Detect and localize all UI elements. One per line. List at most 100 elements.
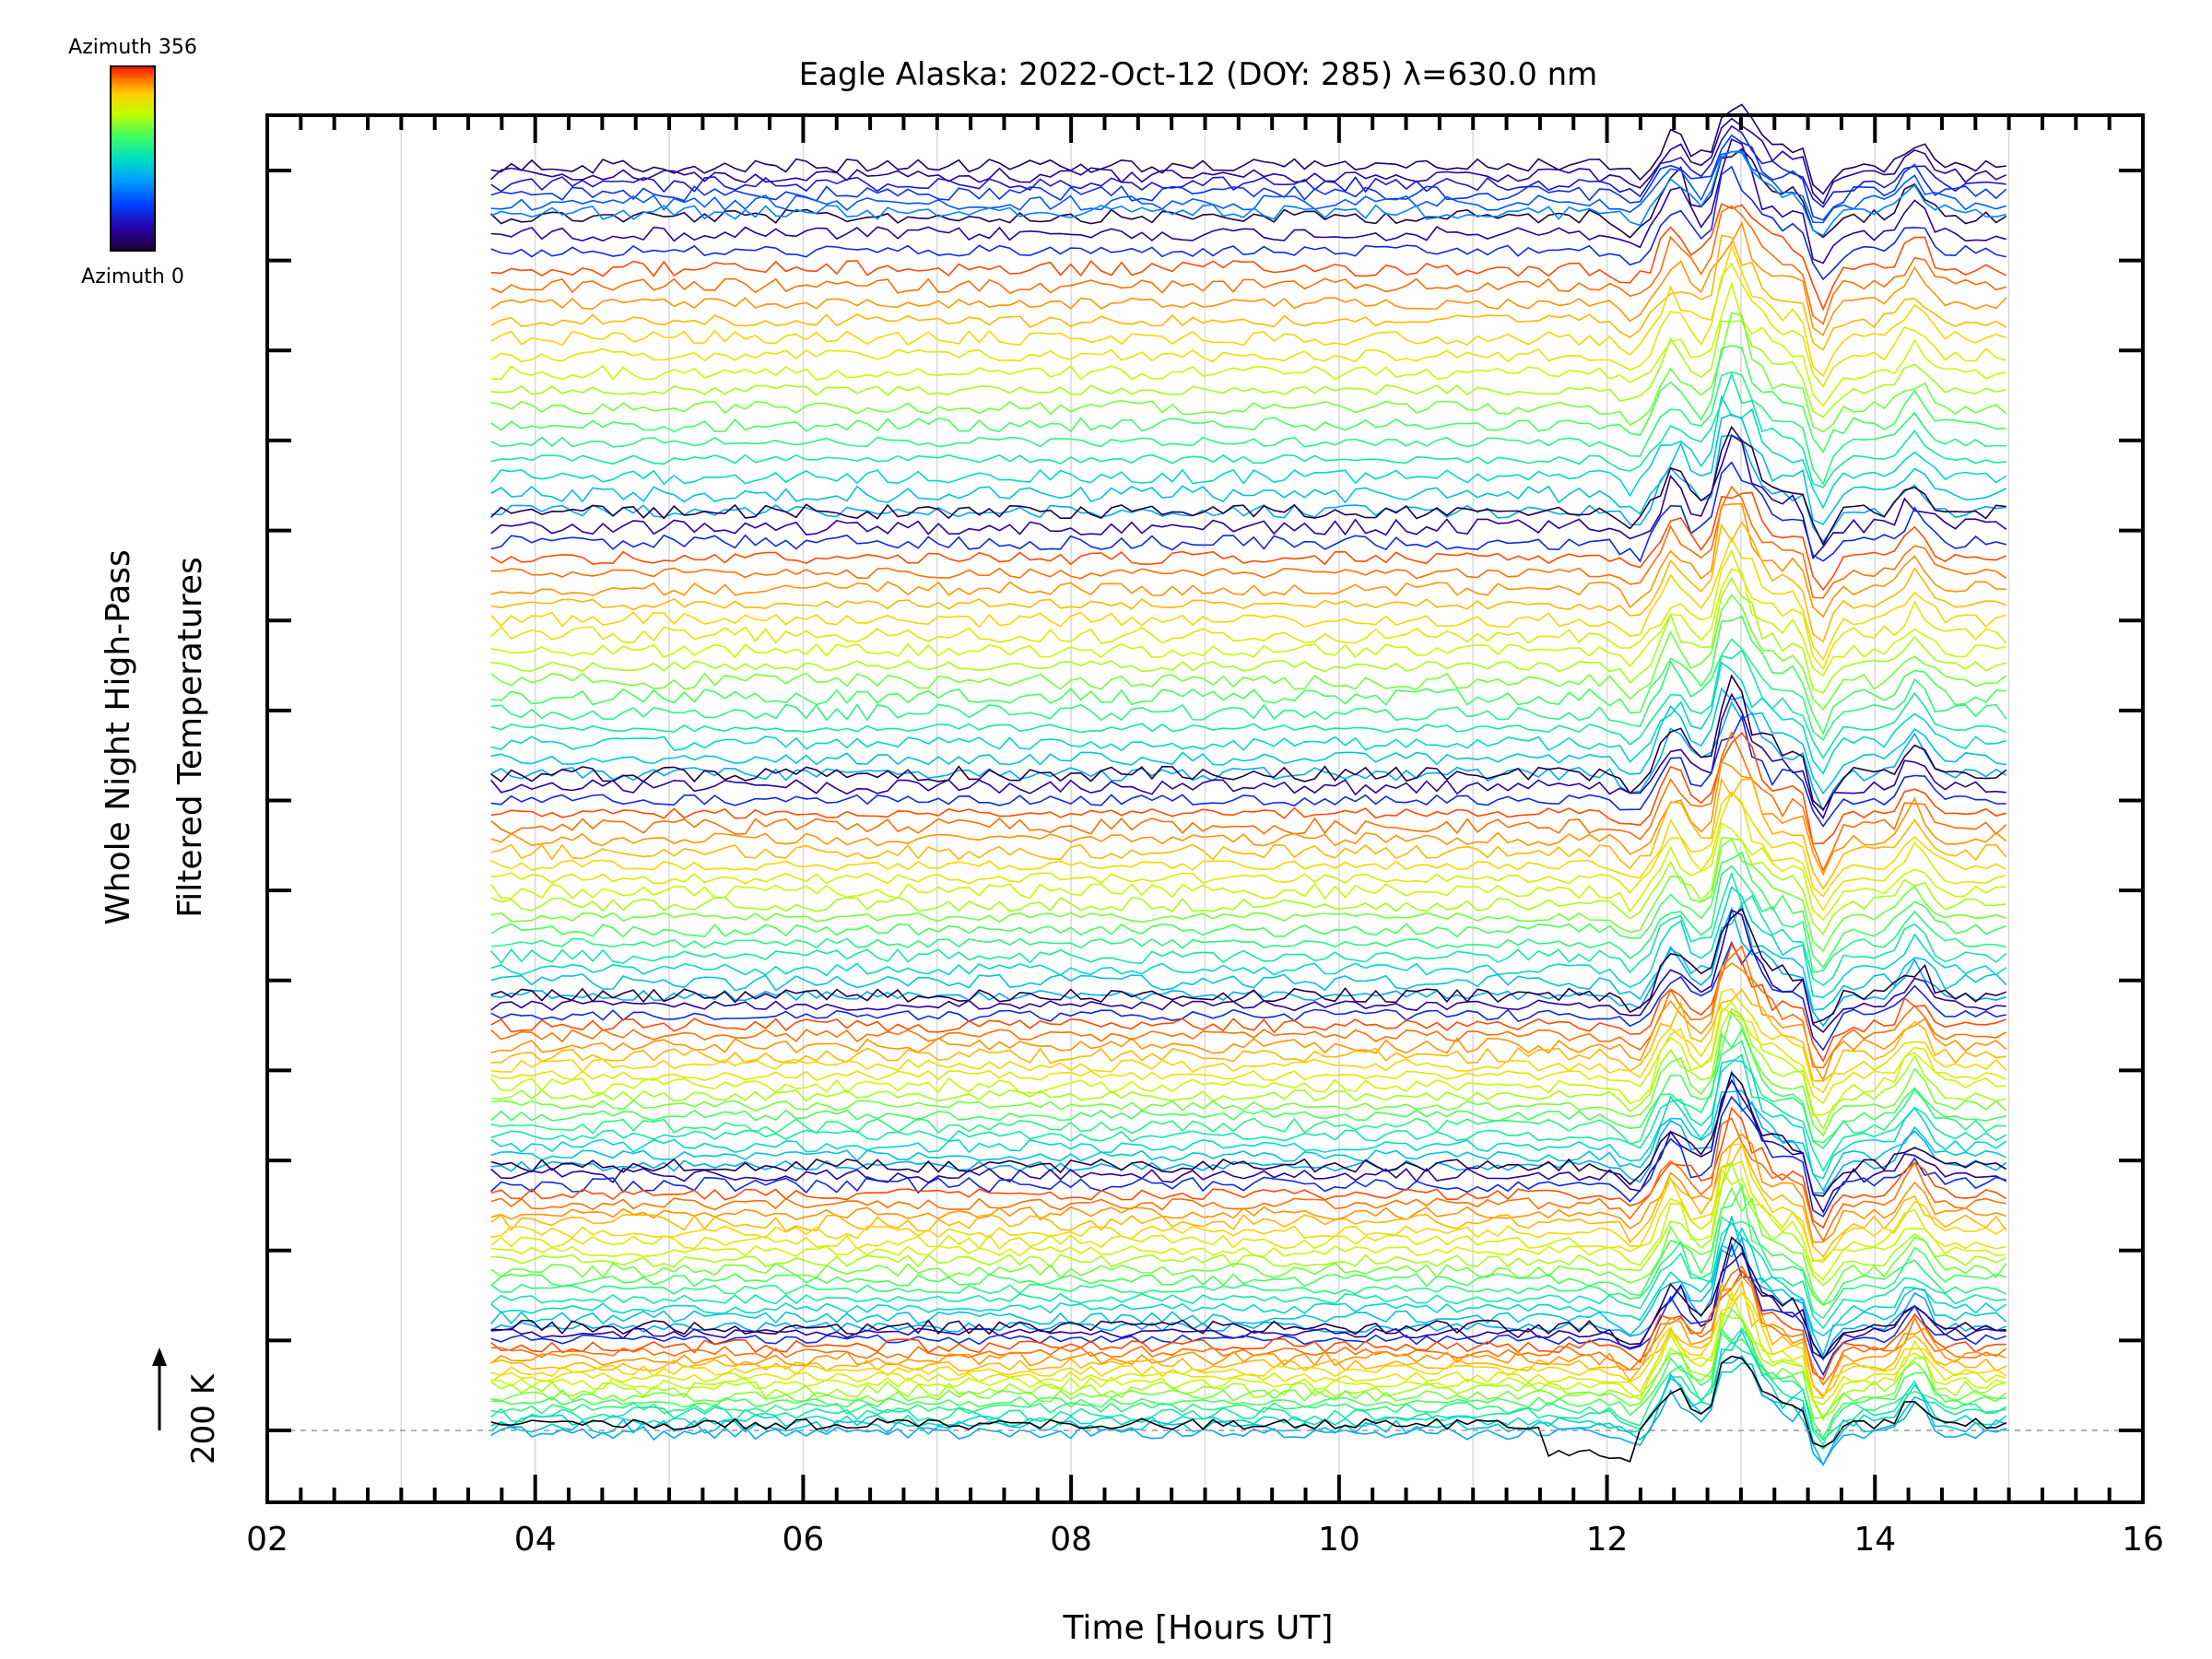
series-line <box>490 1059 2007 1180</box>
series-line <box>490 1355 2007 1463</box>
series-line <box>490 760 2007 877</box>
series-line <box>490 548 2007 671</box>
series-line <box>490 674 2007 811</box>
series-line <box>490 791 2006 912</box>
x-tick-label: 02 <box>246 1521 288 1559</box>
scale-arrow-head <box>152 1347 167 1366</box>
series-line <box>490 134 2007 221</box>
series-line <box>490 312 2007 433</box>
series-line <box>490 1289 2006 1421</box>
series-line <box>490 502 2006 618</box>
series-line <box>490 822 2006 922</box>
series-line <box>490 394 2007 510</box>
series-line <box>490 1183 2006 1307</box>
series-line <box>490 1143 2007 1258</box>
series-line <box>490 886 2007 999</box>
series-line <box>490 692 2006 820</box>
series-line <box>490 791 2007 898</box>
series-line <box>490 461 2006 563</box>
series-line <box>490 1252 2006 1359</box>
series-line <box>490 345 2006 453</box>
series-line <box>490 1000 2006 1116</box>
series-line <box>490 1006 2007 1105</box>
series-line <box>490 1236 2007 1362</box>
series-line <box>490 1227 2007 1337</box>
series-line <box>490 1275 2006 1399</box>
series-line <box>490 1053 2007 1172</box>
series-line <box>490 1095 2006 1218</box>
series-line <box>490 730 2007 873</box>
plot-area: 02 04 06 08 10 12 14 16 <box>246 103 2164 1559</box>
series-line <box>490 149 2006 224</box>
series-line <box>490 433 2007 560</box>
series-line <box>490 1160 2007 1287</box>
series-line <box>490 1186 2007 1307</box>
series-line <box>490 147 2007 239</box>
series-line <box>490 434 2006 543</box>
series-line <box>490 165 2006 281</box>
series-line <box>490 907 2006 1025</box>
y-axis-title-line-1: Whole Night High-Pass <box>100 549 137 925</box>
series-line <box>490 1069 2007 1194</box>
series-line <box>490 871 2007 986</box>
x-tick-label: 04 <box>514 1521 557 1559</box>
series-line <box>490 940 2006 1052</box>
series-line <box>490 594 2007 712</box>
series-line <box>490 649 2007 759</box>
series-line <box>490 661 2006 775</box>
series-line <box>490 1143 2007 1263</box>
series-line <box>490 865 2006 973</box>
series-line <box>490 1028 2006 1144</box>
series-line <box>490 568 2006 677</box>
series-line <box>490 1307 2007 1419</box>
colorbar-bottom-label: Azimuth 0 <box>81 265 184 288</box>
series-line <box>490 1312 2006 1418</box>
series-line <box>490 1331 2006 1440</box>
series-line <box>490 243 2006 378</box>
series-line <box>490 103 2006 195</box>
x-tick-label: 08 <box>1050 1521 1092 1559</box>
series-line <box>490 1078 2007 1214</box>
series-line <box>490 150 2006 237</box>
series-line <box>490 220 2007 336</box>
series-line <box>490 491 2007 592</box>
series-line <box>490 852 2006 970</box>
series-line <box>490 902 2007 1011</box>
x-axis-title: Time [Hours UT] <box>1063 1609 1334 1647</box>
series-line <box>490 117 2007 206</box>
series-line <box>490 615 2006 735</box>
x-tick-label: 12 <box>1586 1521 1629 1559</box>
series-line <box>490 777 2007 890</box>
series-line <box>490 234 2007 351</box>
series-line <box>490 520 2006 643</box>
colorbar-top-label: Azimuth 356 <box>68 36 197 59</box>
series-line <box>490 281 2006 407</box>
series-line <box>490 988 2006 1082</box>
series-line <box>490 1279 2007 1397</box>
colorbar <box>110 65 156 252</box>
series-line <box>490 731 2006 845</box>
series-line <box>490 1160 2006 1264</box>
series-line <box>490 838 2006 953</box>
series-line <box>490 1133 2006 1243</box>
chart-title: Eagle Alaska: 2022-Oct-12 (DOY: 285) λ=6… <box>799 56 1598 93</box>
series-line <box>490 425 2006 547</box>
series-line <box>490 638 2007 742</box>
series-line <box>490 371 2006 488</box>
series-line <box>490 700 2007 812</box>
series-line <box>490 371 2006 486</box>
series-line <box>490 1222 2006 1330</box>
series-line <box>490 714 2006 828</box>
series-group <box>490 103 2007 1467</box>
series-line <box>490 836 2006 935</box>
series-line <box>490 413 2007 525</box>
series-line <box>490 1007 2006 1131</box>
series-line <box>490 262 2006 388</box>
series-line <box>490 485 2007 599</box>
series-line <box>490 1329 2007 1451</box>
scale-bar: 200 K <box>152 1347 222 1465</box>
series-line <box>490 576 2006 694</box>
series-line <box>490 945 2007 1069</box>
series-line <box>490 1216 2007 1320</box>
